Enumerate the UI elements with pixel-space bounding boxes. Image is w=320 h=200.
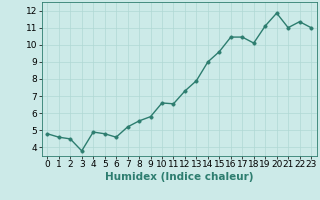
X-axis label: Humidex (Indice chaleur): Humidex (Indice chaleur): [105, 172, 253, 182]
